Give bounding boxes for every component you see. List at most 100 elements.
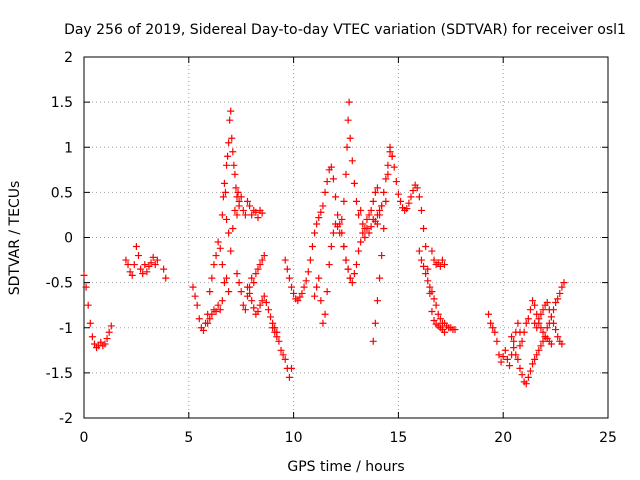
data-point <box>556 289 564 297</box>
data-point <box>214 238 222 246</box>
data-point <box>373 184 381 192</box>
y-tick-label: -2 <box>59 411 73 427</box>
data-point <box>105 328 113 336</box>
data-point <box>524 315 532 323</box>
data-point <box>365 229 373 237</box>
data-point <box>88 333 96 341</box>
data-point <box>225 139 233 147</box>
data-point <box>285 274 293 282</box>
data-point <box>403 205 411 213</box>
data-point <box>552 298 560 306</box>
data-point <box>367 206 375 214</box>
chart-title: Day 256 of 2019, Sidereal Day-to-day VTE… <box>64 22 626 38</box>
data-point <box>359 229 367 237</box>
data-point <box>248 211 256 219</box>
data-point <box>518 337 526 345</box>
data-point <box>371 188 379 196</box>
data-point <box>151 261 159 269</box>
data-point <box>269 324 277 332</box>
data-point <box>547 340 555 348</box>
data-point <box>298 289 306 297</box>
data-point <box>189 283 197 291</box>
data-point <box>512 351 520 359</box>
data-point <box>332 193 340 201</box>
data-point <box>315 214 323 222</box>
data-point <box>428 288 436 296</box>
data-point <box>208 274 216 282</box>
data-point <box>273 333 281 341</box>
data-point <box>323 288 331 296</box>
data-point <box>338 215 346 223</box>
data-point <box>417 206 425 214</box>
data-point <box>199 326 207 334</box>
data-point <box>405 199 413 207</box>
data-point <box>283 265 291 273</box>
data-point <box>432 301 440 309</box>
data-point <box>204 319 212 327</box>
data-point <box>218 211 226 219</box>
data-point <box>493 337 501 345</box>
data-point <box>543 298 551 306</box>
data-point <box>554 333 562 341</box>
data-point <box>325 261 333 269</box>
data-point <box>285 373 293 381</box>
data-point <box>232 184 240 192</box>
y-tick-label: 0.5 <box>51 185 73 201</box>
data-point <box>531 355 539 363</box>
data-point <box>313 283 321 291</box>
data-point <box>394 190 402 198</box>
data-point <box>231 206 239 214</box>
data-point <box>223 215 231 223</box>
data-point <box>336 229 344 237</box>
series-arc-8 <box>233 252 268 314</box>
data-point <box>514 319 522 327</box>
data-point <box>516 364 524 372</box>
data-point <box>241 211 249 219</box>
series-arc-1 <box>80 271 115 352</box>
data-point <box>149 253 157 261</box>
y-tick-label: -0.5 <box>46 276 73 292</box>
data-point <box>262 298 270 306</box>
series-arc-22 <box>531 298 566 348</box>
data-point <box>539 337 547 345</box>
data-point <box>487 319 495 327</box>
series-arc-3 <box>160 265 170 282</box>
data-point <box>254 265 262 273</box>
data-point <box>239 206 247 214</box>
data-point <box>491 328 499 336</box>
data-point <box>430 317 438 325</box>
data-point <box>101 340 109 348</box>
data-point <box>258 209 266 217</box>
series-arc-12 <box>311 220 342 327</box>
data-point <box>378 202 386 210</box>
data-points <box>80 98 568 388</box>
data-point <box>334 223 342 231</box>
data-point <box>371 319 379 327</box>
x-tick-label: 5 <box>184 430 193 446</box>
data-point <box>313 220 321 228</box>
data-point <box>352 197 360 205</box>
data-point <box>531 301 539 309</box>
data-point <box>396 197 404 205</box>
data-point <box>508 333 516 341</box>
data-point <box>233 270 241 278</box>
data-point <box>327 243 335 251</box>
data-point <box>535 346 543 354</box>
data-point <box>516 342 524 350</box>
data-point <box>386 143 394 151</box>
data-point <box>319 202 327 210</box>
data-point <box>162 274 170 282</box>
data-point <box>376 274 384 282</box>
data-point <box>369 337 377 345</box>
data-point <box>90 340 98 348</box>
data-point <box>430 256 438 264</box>
data-point <box>124 261 132 269</box>
data-point <box>541 333 549 341</box>
data-point <box>505 362 513 370</box>
data-point <box>317 297 325 305</box>
data-point <box>537 342 545 350</box>
data-point <box>239 301 247 309</box>
data-point <box>294 297 302 305</box>
data-point <box>80 271 88 279</box>
data-point <box>254 214 262 222</box>
